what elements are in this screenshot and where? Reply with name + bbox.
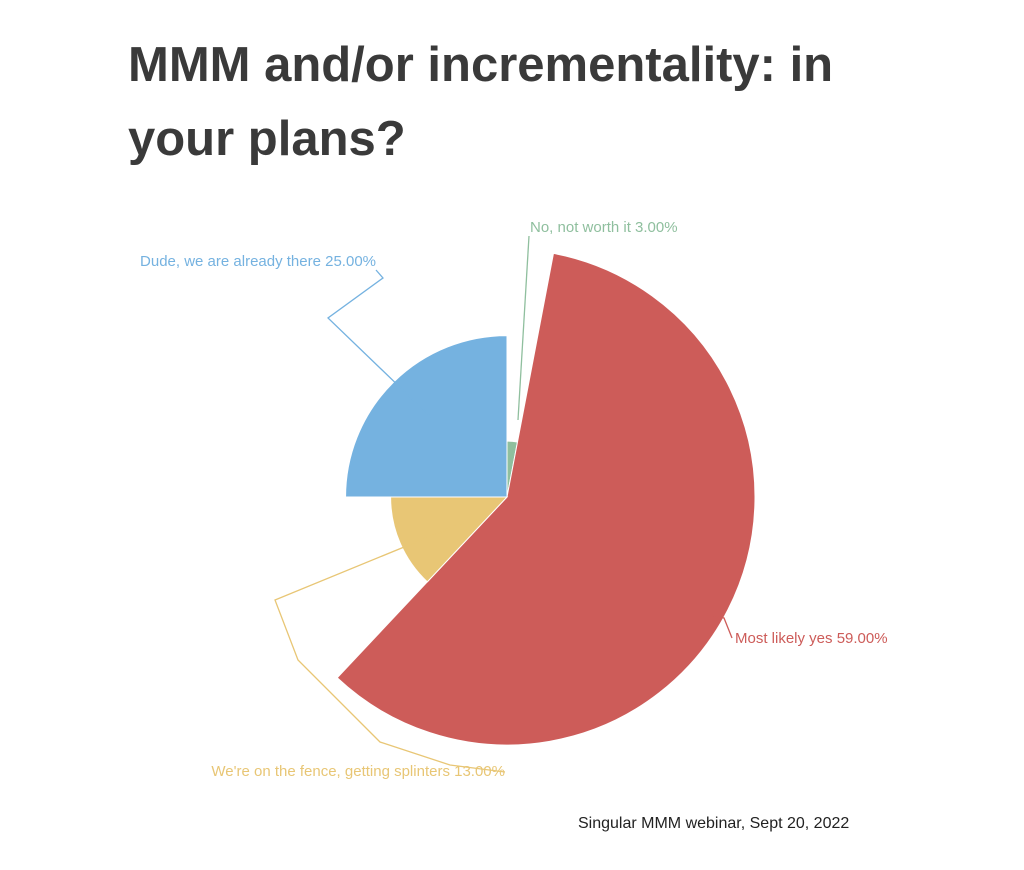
pie-slice [336,252,756,746]
chart-title: MMM and/or incrementality: in your plans… [128,38,834,166]
slice-label: No, not worth it 3.00% [530,219,678,236]
leader-line [704,613,733,639]
leader-line [326,269,433,419]
slice-label: Most likely yes 59.00% [735,630,888,647]
leader-line [517,235,530,421]
slice-label: Dude, we are already there 25.00% [140,253,376,270]
slice-label: We're on the fence, getting splinters 13… [211,763,505,780]
source-caption: Singular MMM webinar, Sept 20, 2022 [578,815,850,832]
leader-line [274,519,506,773]
pie-slice [390,496,509,583]
pie-slice [345,335,508,498]
